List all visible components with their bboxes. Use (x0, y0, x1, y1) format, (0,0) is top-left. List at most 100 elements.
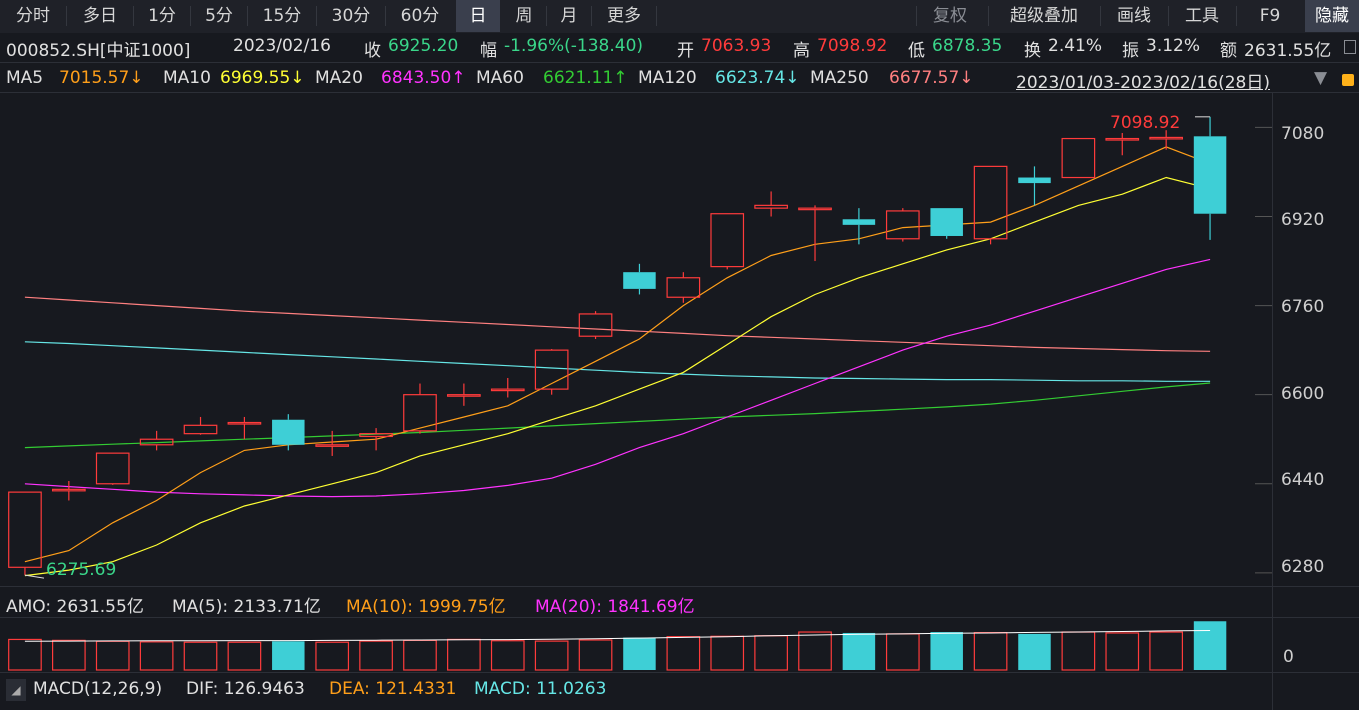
f9-button[interactable]: F9 (1259, 6, 1281, 26)
divider (0, 62, 1359, 63)
volume-bar-up (578, 639, 613, 671)
tab-daily[interactable]: 日 (456, 0, 500, 32)
candle-body-up (534, 349, 569, 390)
macd-value: MACD: 11.0263 (474, 679, 607, 699)
overlay-button[interactable]: 超级叠加 (1010, 6, 1078, 26)
volume-bar-down (1193, 621, 1227, 670)
ma120-value: 6623.74↓ (715, 68, 800, 88)
toolbar-divider (247, 6, 248, 26)
volume-bar-up (973, 631, 1008, 671)
hide-button[interactable]: 隐藏 (1305, 0, 1359, 32)
volume-bars (8, 621, 1227, 671)
volume-bar-down (1018, 633, 1051, 670)
toolbar-divider (591, 6, 592, 26)
price-tick: 6600 (1281, 384, 1325, 404)
tab-5min[interactable]: 5分 (205, 6, 233, 26)
axis-divider (1272, 92, 1273, 710)
candle-body-up (447, 394, 481, 397)
index-code: 000852.SH[中证1000] (6, 41, 191, 61)
dea-value: DEA: 121.4331 (329, 679, 457, 699)
divider (0, 586, 1359, 587)
ma60-value: 6621.11↑ (543, 68, 628, 88)
toolbar-divider (1168, 6, 1169, 26)
tab-1min[interactable]: 1分 (148, 6, 176, 26)
vol-ma20: MA(20): 1841.69亿 (535, 597, 695, 617)
candle-body-up (973, 165, 1008, 240)
macd-title[interactable]: MACD(12,26,9) (33, 679, 163, 699)
candle-body-down (1193, 136, 1227, 214)
tab-15min[interactable]: 15分 (262, 6, 302, 26)
candle-body-up (95, 452, 130, 485)
volume-bar-up (798, 631, 832, 671)
dif-value: DIF: 126.9463 (186, 679, 305, 699)
tab-multiday[interactable]: 多日 (83, 6, 117, 26)
toolbar-divider (656, 6, 657, 26)
ma-legend-bar: MA5 7015.57↓ MA10 6969.55↓ MA20 6843.50↑… (0, 66, 1359, 93)
expand-icon[interactable] (1344, 40, 1356, 54)
volume-bar-up (183, 641, 218, 671)
candle-body-up (754, 204, 788, 209)
candle-body-up (315, 444, 350, 447)
tab-30min[interactable]: 30分 (331, 6, 371, 26)
amo-label: AMO: 2631.55亿 (6, 597, 144, 617)
toolbar-divider (916, 6, 917, 26)
volume-bar-up (227, 641, 262, 671)
quote-info-bar: 000852.SH[中证1000] 2023/02/16 收 6925.20 幅… (0, 34, 1359, 62)
toolbar-divider (1236, 6, 1237, 26)
volume-bar-up (710, 635, 745, 671)
candle-body-up (139, 438, 174, 446)
close-label: 收 (364, 41, 381, 61)
volume-bar-down (842, 632, 876, 670)
candle-body-down (930, 208, 963, 236)
ma10-line (24, 176, 1211, 577)
volume-bar-up (403, 639, 437, 671)
volume-axis-zero: 0 (1283, 647, 1294, 667)
candle-body-up (490, 388, 525, 392)
toolbar-divider (1100, 6, 1101, 26)
candle-body-up (1061, 137, 1096, 179)
tab-weekly[interactable]: 周 (515, 6, 533, 26)
volume-bar-up (359, 640, 393, 671)
price-tick: 6440 (1281, 470, 1325, 490)
tab-monthly[interactable]: 月 (560, 6, 578, 26)
volume-bar-down (623, 637, 656, 670)
amplitude-label: 振 (1122, 41, 1139, 61)
low-label: 低 (908, 41, 925, 61)
amount-value: 2631.55亿 (1244, 41, 1332, 61)
candle-body-up (183, 424, 218, 435)
volume-bar-up (8, 638, 42, 671)
volume-bar-up (139, 641, 174, 671)
toolbar-divider (190, 6, 191, 26)
tab-60min[interactable]: 60分 (400, 6, 440, 26)
draw-line-button[interactable]: 画线 (1117, 6, 1151, 26)
adjust-button[interactable]: 复权 (933, 6, 967, 26)
toolbar-divider (546, 6, 547, 26)
ma5-label: MA5 (6, 68, 44, 88)
candle-body-up (227, 421, 262, 425)
price-tick: 6760 (1281, 297, 1325, 317)
candle-body-up (359, 433, 393, 438)
ma-lines (24, 146, 1211, 577)
tab-more[interactable]: 更多 (607, 6, 641, 26)
dropdown-arrow-icon[interactable]: ▼ (1314, 68, 1328, 88)
tab-intraday[interactable]: 分时 (16, 6, 50, 26)
candle-body-up (798, 207, 832, 211)
candle-body-up (666, 277, 701, 298)
volume-bar-down (930, 632, 963, 670)
max-price-marker: 7098.92 (1110, 113, 1181, 133)
volume-bar-up (534, 640, 569, 671)
volume-bar-up (95, 640, 130, 671)
divider (0, 672, 1359, 673)
ma10-value: 6969.55↓ (220, 68, 305, 88)
ma5-line (24, 146, 1211, 563)
ma60-label: MA60 (476, 68, 524, 88)
lock-icon[interactable] (1342, 74, 1354, 86)
ma250-label: MA250 (810, 68, 869, 88)
indicator-menu-icon[interactable]: ◢ (6, 679, 26, 701)
date-range-selector[interactable]: 2023/01/03-2023/02/16(28日) (1016, 73, 1270, 93)
tools-button[interactable]: 工具 (1185, 6, 1219, 26)
high-label: 高 (793, 41, 810, 61)
volume-bar-up (666, 636, 701, 671)
candle-body-down (1018, 177, 1051, 184)
